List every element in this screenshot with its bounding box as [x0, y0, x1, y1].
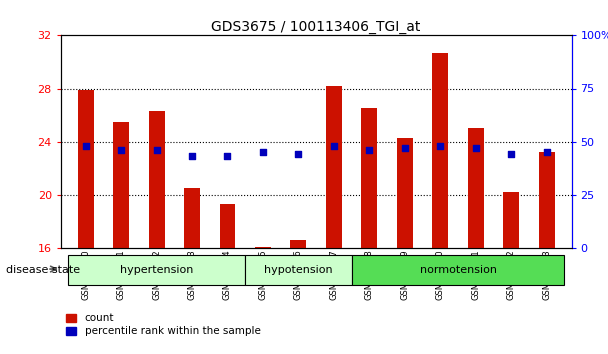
Title: GDS3675 / 100113406_TGI_at: GDS3675 / 100113406_TGI_at	[212, 21, 421, 34]
Point	[542, 149, 551, 155]
Bar	[291, 240, 306, 248]
Bar	[503, 192, 519, 248]
FancyBboxPatch shape	[351, 255, 564, 285]
Point	[81, 143, 91, 149]
Bar	[397, 138, 413, 248]
Point	[294, 152, 303, 157]
Bar	[468, 128, 484, 248]
Bar	[78, 90, 94, 248]
Bar	[113, 122, 129, 248]
Point	[187, 154, 197, 159]
Point	[364, 147, 374, 153]
Point	[223, 154, 232, 159]
Point	[506, 152, 516, 157]
Bar	[255, 247, 271, 248]
Point	[152, 147, 162, 153]
Text: disease state: disease state	[6, 265, 80, 275]
Point	[471, 145, 480, 151]
Point	[258, 149, 268, 155]
Bar	[432, 53, 448, 248]
Point	[400, 145, 410, 151]
Text: hypertension: hypertension	[120, 265, 193, 275]
Bar	[361, 108, 378, 248]
Bar	[148, 111, 165, 248]
Bar	[184, 188, 200, 248]
Point	[116, 147, 126, 153]
Bar	[326, 86, 342, 248]
FancyBboxPatch shape	[68, 255, 245, 285]
Text: hypotension: hypotension	[264, 265, 333, 275]
FancyBboxPatch shape	[245, 255, 351, 285]
Text: normotension: normotension	[420, 265, 497, 275]
Bar	[219, 204, 235, 248]
Bar	[539, 152, 554, 248]
Point	[329, 143, 339, 149]
Legend: count, percentile rank within the sample: count, percentile rank within the sample	[66, 313, 261, 336]
Point	[435, 143, 445, 149]
